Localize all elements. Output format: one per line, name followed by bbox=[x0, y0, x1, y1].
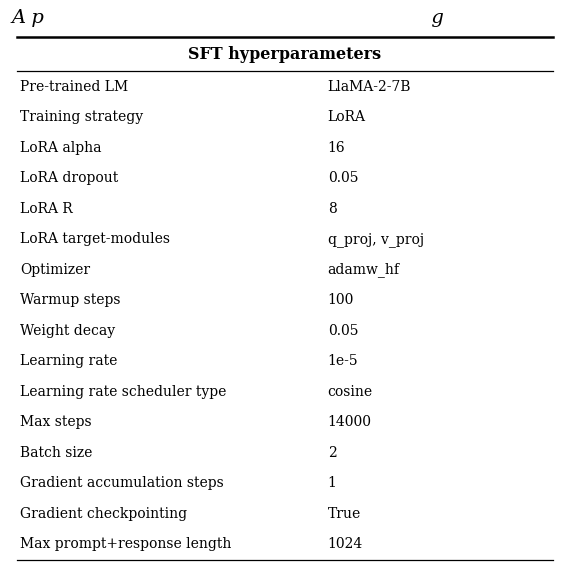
Text: 16: 16 bbox=[328, 141, 345, 154]
Text: 1: 1 bbox=[328, 477, 337, 490]
Text: LoRA R: LoRA R bbox=[20, 202, 73, 215]
Text: Gradient accumulation steps: Gradient accumulation steps bbox=[20, 477, 223, 490]
Text: LoRA: LoRA bbox=[328, 110, 366, 124]
Text: 14000: 14000 bbox=[328, 416, 372, 429]
Text: Pre-trained LM: Pre-trained LM bbox=[20, 80, 128, 93]
Text: 100: 100 bbox=[328, 293, 354, 307]
Text: Max prompt+response length: Max prompt+response length bbox=[20, 538, 231, 551]
Text: 1024: 1024 bbox=[328, 538, 363, 551]
Text: adamw_hf: adamw_hf bbox=[328, 262, 400, 277]
Text: q_proj, v_proj: q_proj, v_proj bbox=[328, 232, 424, 247]
Text: Learning rate scheduler type: Learning rate scheduler type bbox=[20, 385, 226, 399]
Text: Gradient checkpointing: Gradient checkpointing bbox=[20, 507, 187, 521]
Text: 8: 8 bbox=[328, 202, 336, 215]
Text: LoRA alpha: LoRA alpha bbox=[20, 141, 101, 154]
Text: LoRA target-modules: LoRA target-modules bbox=[20, 232, 170, 246]
Text: A p                                                              g              : A p g bbox=[11, 9, 570, 27]
Text: True: True bbox=[328, 507, 361, 521]
Text: LlaMA-2-7B: LlaMA-2-7B bbox=[328, 80, 411, 93]
Text: Optimizer: Optimizer bbox=[20, 263, 90, 276]
Text: Training strategy: Training strategy bbox=[20, 110, 143, 124]
Text: Max steps: Max steps bbox=[20, 416, 92, 429]
Text: LoRA dropout: LoRA dropout bbox=[20, 171, 118, 185]
Text: 1e-5: 1e-5 bbox=[328, 355, 359, 368]
Text: Weight decay: Weight decay bbox=[20, 324, 115, 338]
Text: Warmup steps: Warmup steps bbox=[20, 293, 120, 307]
Text: 2: 2 bbox=[328, 446, 336, 460]
Text: cosine: cosine bbox=[328, 385, 373, 399]
Text: 0.05: 0.05 bbox=[328, 171, 359, 185]
Text: SFT hyperparameters: SFT hyperparameters bbox=[189, 46, 381, 63]
Text: Batch size: Batch size bbox=[20, 446, 92, 460]
Text: 0.05: 0.05 bbox=[328, 324, 359, 338]
Text: Learning rate: Learning rate bbox=[20, 355, 117, 368]
